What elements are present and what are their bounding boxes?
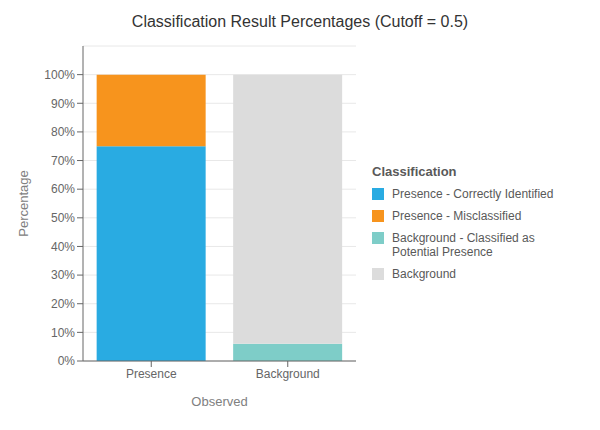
svg-text:0%: 0% bbox=[58, 354, 76, 368]
svg-text:100%: 100% bbox=[44, 68, 75, 82]
svg-text:Observed: Observed bbox=[191, 394, 247, 409]
html-text:Classification Result Percenta: Classification Result Percentages (Cutof… bbox=[131, 13, 469, 30]
svg-text:60%: 60% bbox=[51, 182, 75, 196]
svg-text:70%: 70% bbox=[51, 154, 75, 168]
svg-text:30%: 30% bbox=[51, 268, 75, 282]
svg-text:Percentage: Percentage bbox=[16, 170, 31, 237]
html-text:Presence - Misclassified: Presence - Misclassified bbox=[392, 208, 522, 223]
svg-text:90%: 90% bbox=[51, 97, 75, 111]
html-text:Background - Classified as Pot: Background - Classified as Potential Pre… bbox=[392, 230, 535, 259]
svg-text:80%: 80% bbox=[51, 125, 75, 139]
svg-text:50%: 50% bbox=[51, 211, 75, 225]
svg-text:20%: 20% bbox=[51, 297, 75, 311]
html-text:Presence - Correctly Identifie: Presence - Correctly Identified bbox=[392, 186, 554, 201]
svg-text:10%: 10% bbox=[51, 326, 75, 340]
svg-text:Presence: Presence bbox=[126, 367, 177, 381]
html-text:Classification: Classification bbox=[372, 163, 457, 179]
svg-text:Background: Background bbox=[256, 367, 320, 381]
svg-text:40%: 40% bbox=[51, 240, 75, 254]
html-text:Background: Background bbox=[392, 266, 456, 281]
